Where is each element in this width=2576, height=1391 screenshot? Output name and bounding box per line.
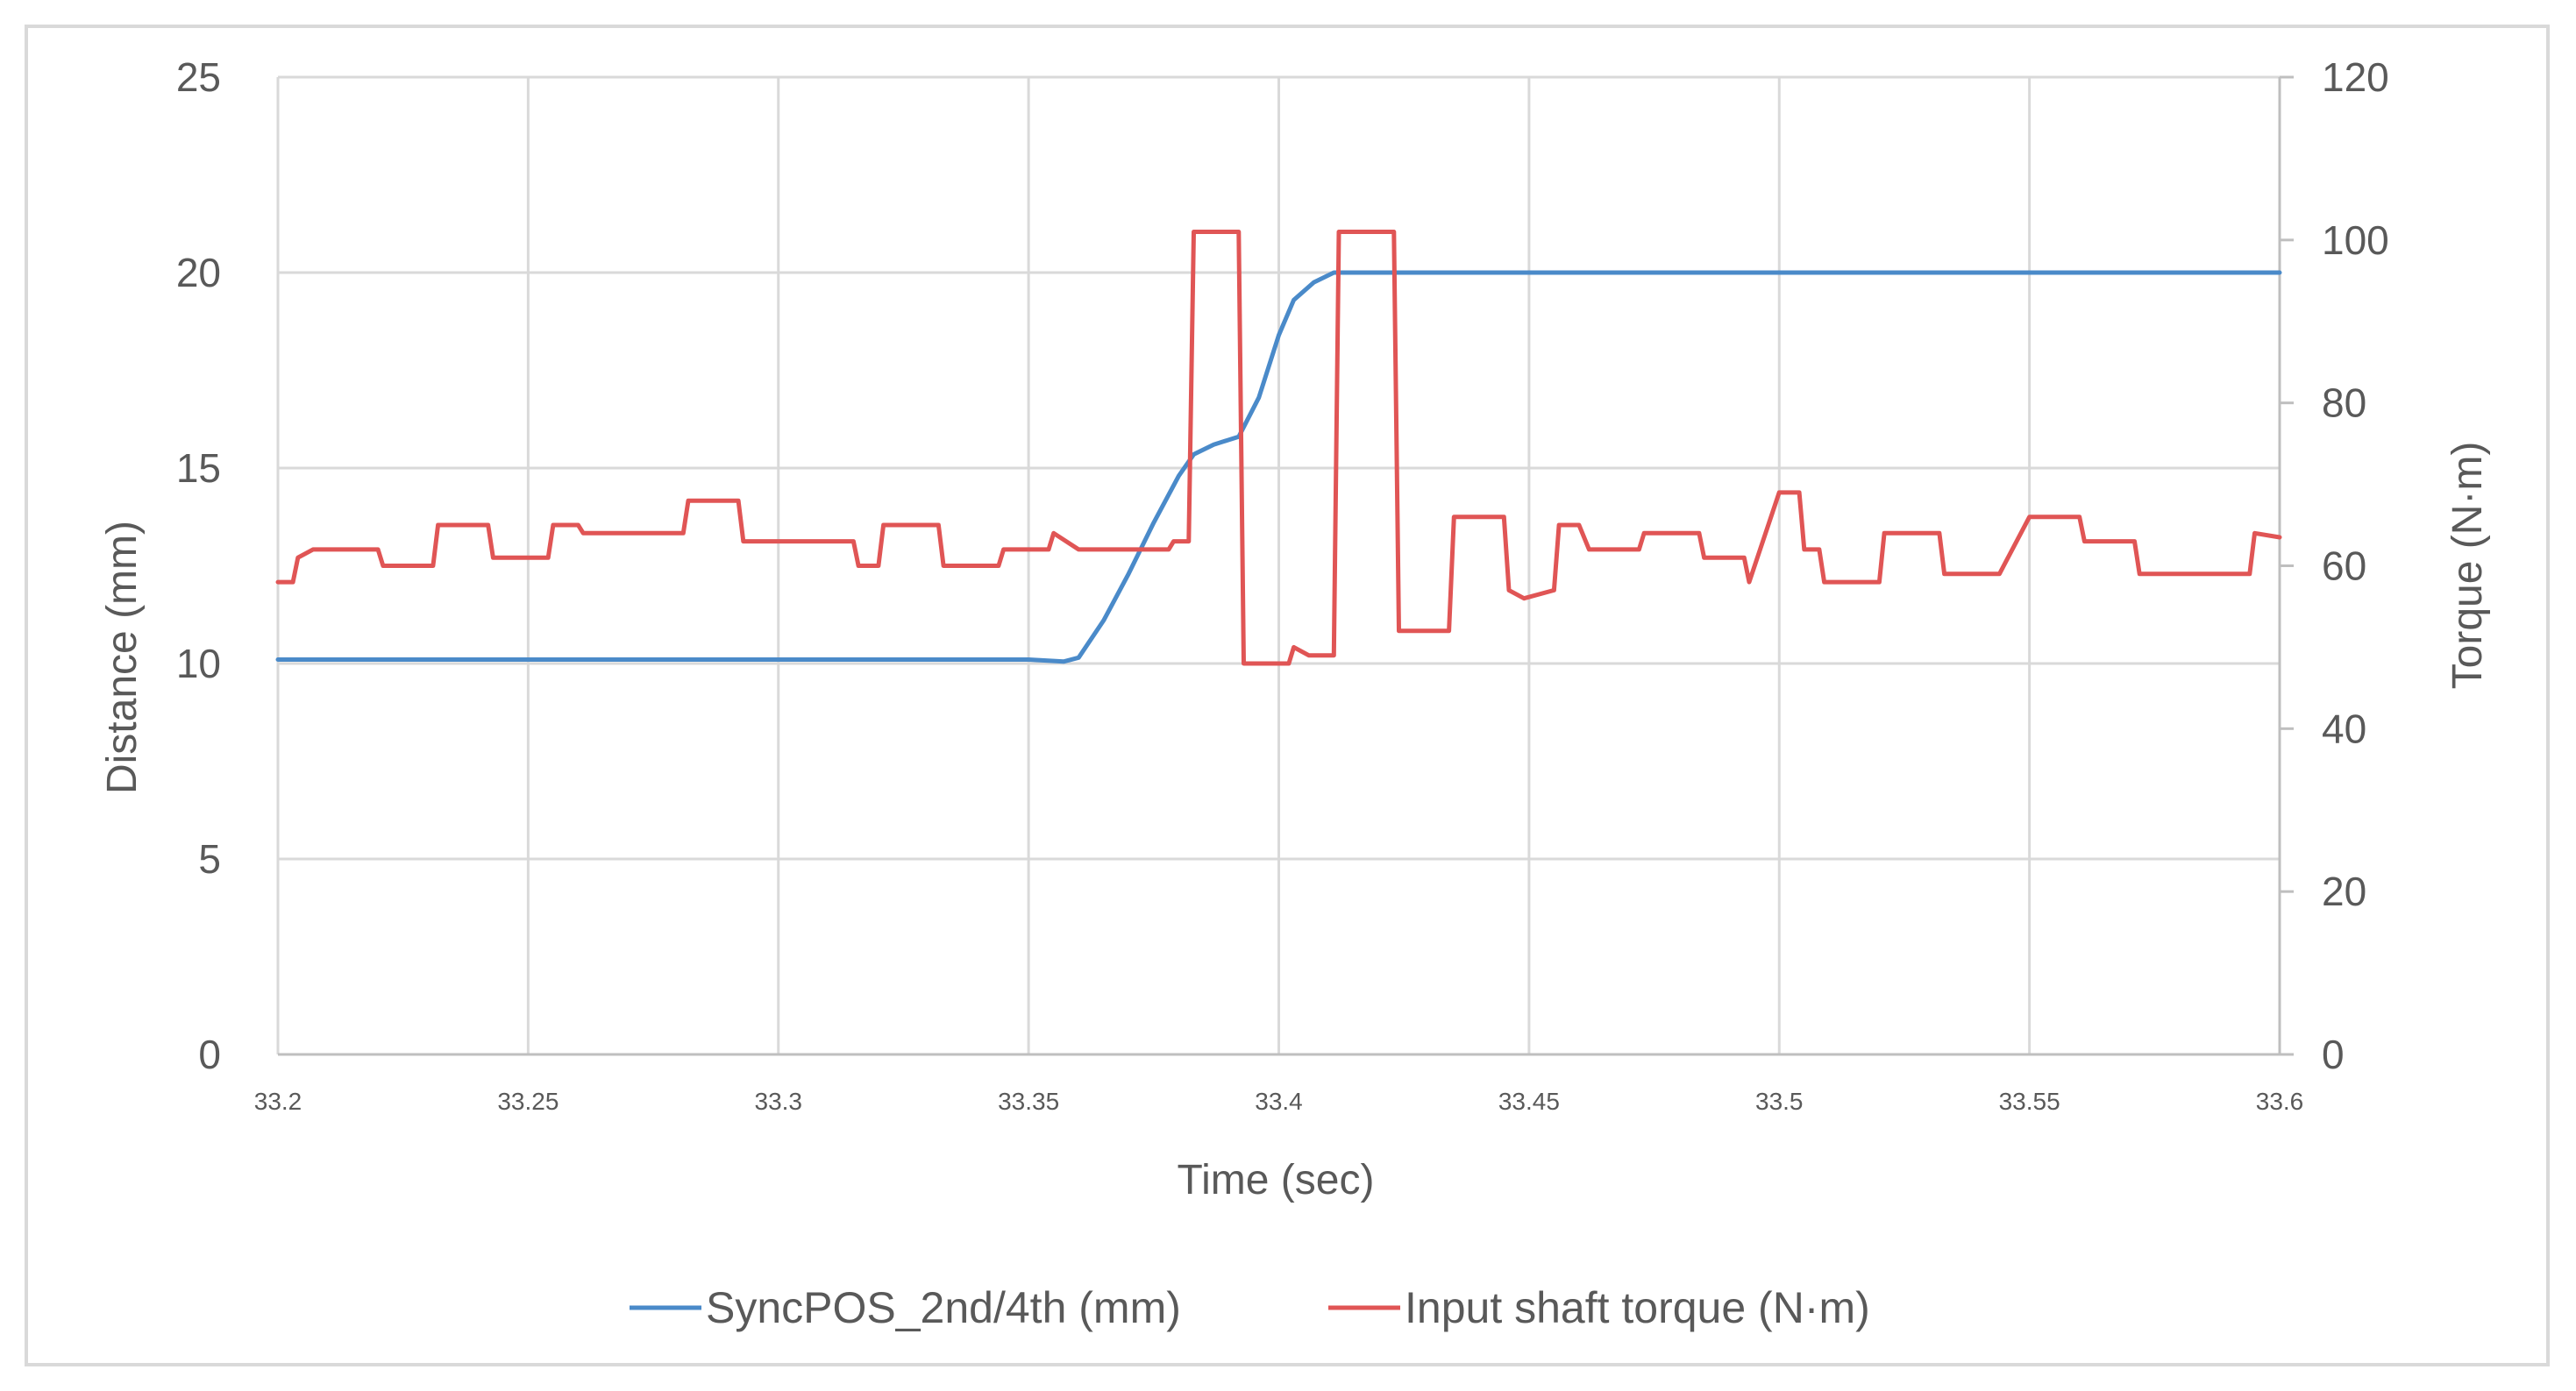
series-line-0 [275, 270, 2282, 664]
gridlines [276, 75, 2281, 1056]
series-line-1 [275, 230, 2282, 666]
y2-tick-label-6: 120 [2322, 54, 2389, 100]
y2-tick-label-1: 20 [2322, 869, 2366, 914]
y-tick-label-3: 15 [176, 445, 221, 491]
y2-tick-label-3: 60 [2322, 543, 2366, 589]
y2-tick-label-0: 0 [2322, 1032, 2345, 1077]
tick-labels: 0 5 10 15 20 25 33.2 33.25 33.3 33.35 33.4 33.45 33.… [176, 54, 2389, 1115]
x-tick-label-5: 33.45 [1498, 1088, 1560, 1115]
x-tick-label-7: 33.55 [1999, 1088, 2060, 1115]
x-tick-label-1: 33.25 [497, 1088, 559, 1115]
y2-tick-label-4: 80 [2322, 380, 2366, 426]
y-tick-label-4: 20 [176, 250, 221, 295]
x-tick-label-0: 33.2 [254, 1088, 302, 1115]
y2-tick-label-5: 100 [2322, 217, 2389, 263]
y2-axis-title: Torque (N·m) [2444, 442, 2491, 690]
x-axis-title: Time (sec) [1178, 1157, 1375, 1203]
legend-label-torque: Input shaft torque (N·m) [1405, 1283, 1870, 1332]
x-tick-label-2: 33.3 [755, 1088, 803, 1115]
chart-frame [25, 25, 2550, 1366]
y-axis-title: Distance (mm) [99, 521, 146, 794]
y2-tick-label-2: 40 [2322, 706, 2366, 751]
x-tick-label-3: 33.35 [998, 1088, 1059, 1115]
y-tick-label-1: 5 [198, 836, 221, 882]
y-tick-label-2: 10 [176, 641, 221, 686]
series-lines [275, 230, 2282, 666]
x-tick-label-8: 33.6 [2256, 1088, 2304, 1115]
x-tick-label-6: 33.5 [1755, 1088, 1804, 1115]
x-tick-label-4: 33.4 [1255, 1088, 1303, 1115]
y-tick-label-5: 25 [176, 54, 221, 100]
legend: SyncPOS_2nd/4th (mm) Input shaft torque … [630, 1283, 1870, 1332]
axes [278, 75, 2294, 1056]
y-tick-label-0: 0 [198, 1032, 221, 1077]
legend-label-syncpos: SyncPOS_2nd/4th (mm) [706, 1283, 1181, 1332]
